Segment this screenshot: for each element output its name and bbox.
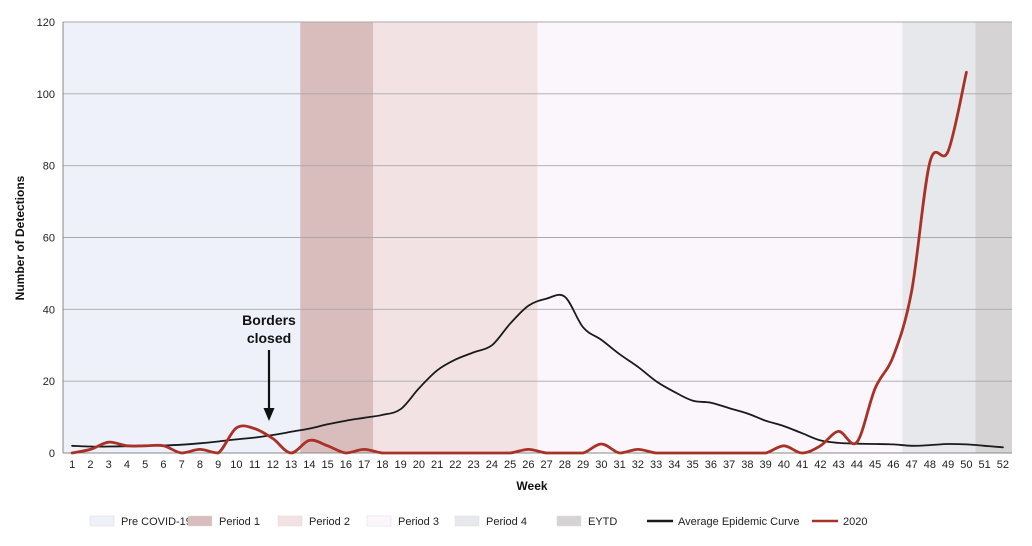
legend-label-period-4: Period 4: [486, 516, 527, 528]
legend-swatch-period-4: [454, 515, 480, 527]
x-tick-label: 9: [215, 459, 221, 471]
x-tick-label: 16: [340, 459, 352, 471]
x-tick-label: 32: [632, 459, 644, 471]
x-tick-label: 29: [577, 459, 589, 471]
legend-swatch-pre-covid-19: [89, 515, 115, 527]
x-tick-label: 30: [595, 459, 607, 471]
x-tick-label: 42: [814, 459, 826, 471]
x-tick-label: 41: [796, 459, 808, 471]
annotation-arrowhead-icon: [263, 408, 275, 421]
x-tick-label: 51: [979, 459, 991, 471]
y-axis-title: Number of Detections: [13, 175, 27, 300]
legend-label-period-1: Period 1: [219, 516, 260, 528]
x-tick-label: 44: [851, 459, 863, 471]
x-tick-label: 34: [668, 459, 680, 471]
x-tick-label: 4: [124, 459, 130, 471]
legend-swatch-period-2: [277, 515, 303, 527]
legend-label-average-epidemic-curve: Average Epidemic Curve: [678, 516, 799, 528]
y-tick-label: 100: [37, 89, 55, 101]
legend-swatch-eytd: [556, 515, 582, 527]
x-tick-label: 45: [869, 459, 881, 471]
x-tick-label: 23: [468, 459, 480, 471]
x-axis-title: Week: [516, 479, 547, 493]
legend-swatch-period-1: [187, 515, 213, 527]
x-tick-label: 19: [395, 459, 407, 471]
x-tick-label: 28: [559, 459, 571, 471]
x-tick-label: 12: [267, 459, 279, 471]
x-tick-label: 25: [504, 459, 516, 471]
x-tick-label: 36: [705, 459, 717, 471]
x-tick-label: 2: [87, 459, 93, 471]
x-tick-label: 11: [249, 459, 260, 471]
annotation-line-2: closed: [247, 330, 291, 346]
x-tick-labels: 1 2 3 4 5 6 7 8 9 10 11 12 13 14 15 16 17 18 19 20 21 22 23 24 2…: [69, 459, 1009, 471]
series-lines: [70, 70, 1004, 455]
y-tick-labels: 0 20 40 60 80 100 120: [37, 17, 55, 460]
x-tick-label: 18: [376, 459, 388, 471]
annotation-line-1: Borders: [242, 312, 296, 328]
series-line-2020: [70, 70, 968, 455]
x-tick-label: 48: [924, 459, 936, 471]
x-tick-label: 47: [906, 459, 918, 471]
x-tick-label: 8: [197, 459, 203, 471]
x-tick-label: 43: [833, 459, 845, 471]
x-tick-label: 37: [723, 459, 735, 471]
y-tick-label: 60: [43, 233, 55, 245]
y-tick-label: 0: [49, 448, 55, 460]
x-tick-label: 13: [285, 459, 297, 471]
axes: [62, 22, 1012, 454]
x-tick-label: 31: [614, 459, 626, 471]
gridlines: [63, 21, 1012, 382]
x-tick-label: 21: [431, 459, 443, 471]
x-tick-label: 5: [142, 459, 148, 471]
y-tick-label: 20: [43, 376, 55, 388]
x-tick-label: 6: [160, 459, 166, 471]
y-tick-label: 120: [37, 17, 55, 29]
x-tick-label: 10: [230, 459, 242, 471]
x-tick-label: 22: [449, 459, 461, 471]
legend-swatch-period-3: [366, 515, 392, 527]
x-tick-label: 38: [741, 459, 753, 471]
x-tick-label: 40: [778, 459, 790, 471]
y-tick-label: 80: [43, 161, 55, 173]
x-tick-label: 20: [413, 459, 425, 471]
legend-label-eytd: EYTD: [588, 516, 617, 528]
x-tick-label: 27: [541, 459, 553, 471]
borders-closed-annotation: Borders closed: [242, 312, 296, 421]
legend-label-period-2: Period 2: [309, 516, 350, 528]
x-tick-label: 33: [650, 459, 662, 471]
legend-label-pre-covid-19: Pre COVID-19: [121, 516, 192, 528]
x-tick-label: 35: [687, 459, 699, 471]
x-tick-label: 17: [358, 459, 370, 471]
x-tick-label: 50: [960, 459, 972, 471]
x-tick-label: 14: [303, 459, 315, 471]
legend: Pre COVID-19 Period 1 Period 2 Period 3 Peri…: [89, 515, 867, 528]
x-tick-label: 24: [486, 459, 498, 471]
legend-label-2020: 2020: [843, 516, 867, 528]
x-tick-label: 15: [322, 459, 334, 471]
x-tick-label: 1: [69, 459, 75, 471]
y-tick-label: 40: [43, 304, 55, 316]
x-tick-label: 46: [887, 459, 899, 471]
x-tick-label: 39: [760, 459, 772, 471]
x-tick-label: 7: [179, 459, 185, 471]
x-tick-label: 52: [997, 459, 1009, 471]
x-tick-label: 3: [106, 459, 112, 471]
x-tick-label: 26: [522, 459, 534, 471]
legend-label-period-3: Period 3: [398, 516, 439, 528]
x-tick-label: 49: [942, 459, 954, 471]
